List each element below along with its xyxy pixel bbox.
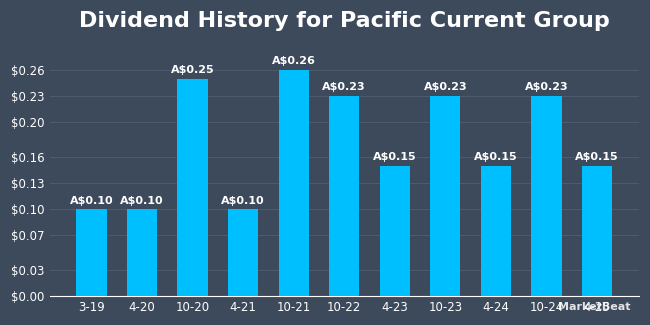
Text: A$0.15: A$0.15: [373, 152, 417, 162]
Title: Dividend History for Pacific Current Group: Dividend History for Pacific Current Gro…: [79, 11, 610, 31]
Text: MarketBeat: MarketBeat: [558, 302, 630, 312]
Bar: [380, 165, 410, 296]
Text: A$0.23: A$0.23: [424, 83, 467, 93]
Text: A$0.25: A$0.25: [171, 65, 215, 75]
Bar: [127, 209, 157, 296]
Text: A$0.10: A$0.10: [222, 196, 265, 206]
Text: A$0.15: A$0.15: [474, 152, 517, 162]
Bar: [329, 96, 359, 296]
Bar: [582, 165, 612, 296]
Text: A$0.23: A$0.23: [525, 83, 568, 93]
Bar: [77, 209, 107, 296]
Bar: [430, 96, 460, 296]
Text: A$0.10: A$0.10: [120, 196, 164, 206]
Bar: [177, 79, 208, 296]
Bar: [279, 70, 309, 296]
Bar: [481, 165, 511, 296]
Text: A$0.23: A$0.23: [322, 83, 366, 93]
Text: A$0.26: A$0.26: [272, 57, 316, 66]
Text: A$0.10: A$0.10: [70, 196, 113, 206]
Bar: [531, 96, 562, 296]
Bar: [228, 209, 258, 296]
Text: A$0.15: A$0.15: [575, 152, 619, 162]
